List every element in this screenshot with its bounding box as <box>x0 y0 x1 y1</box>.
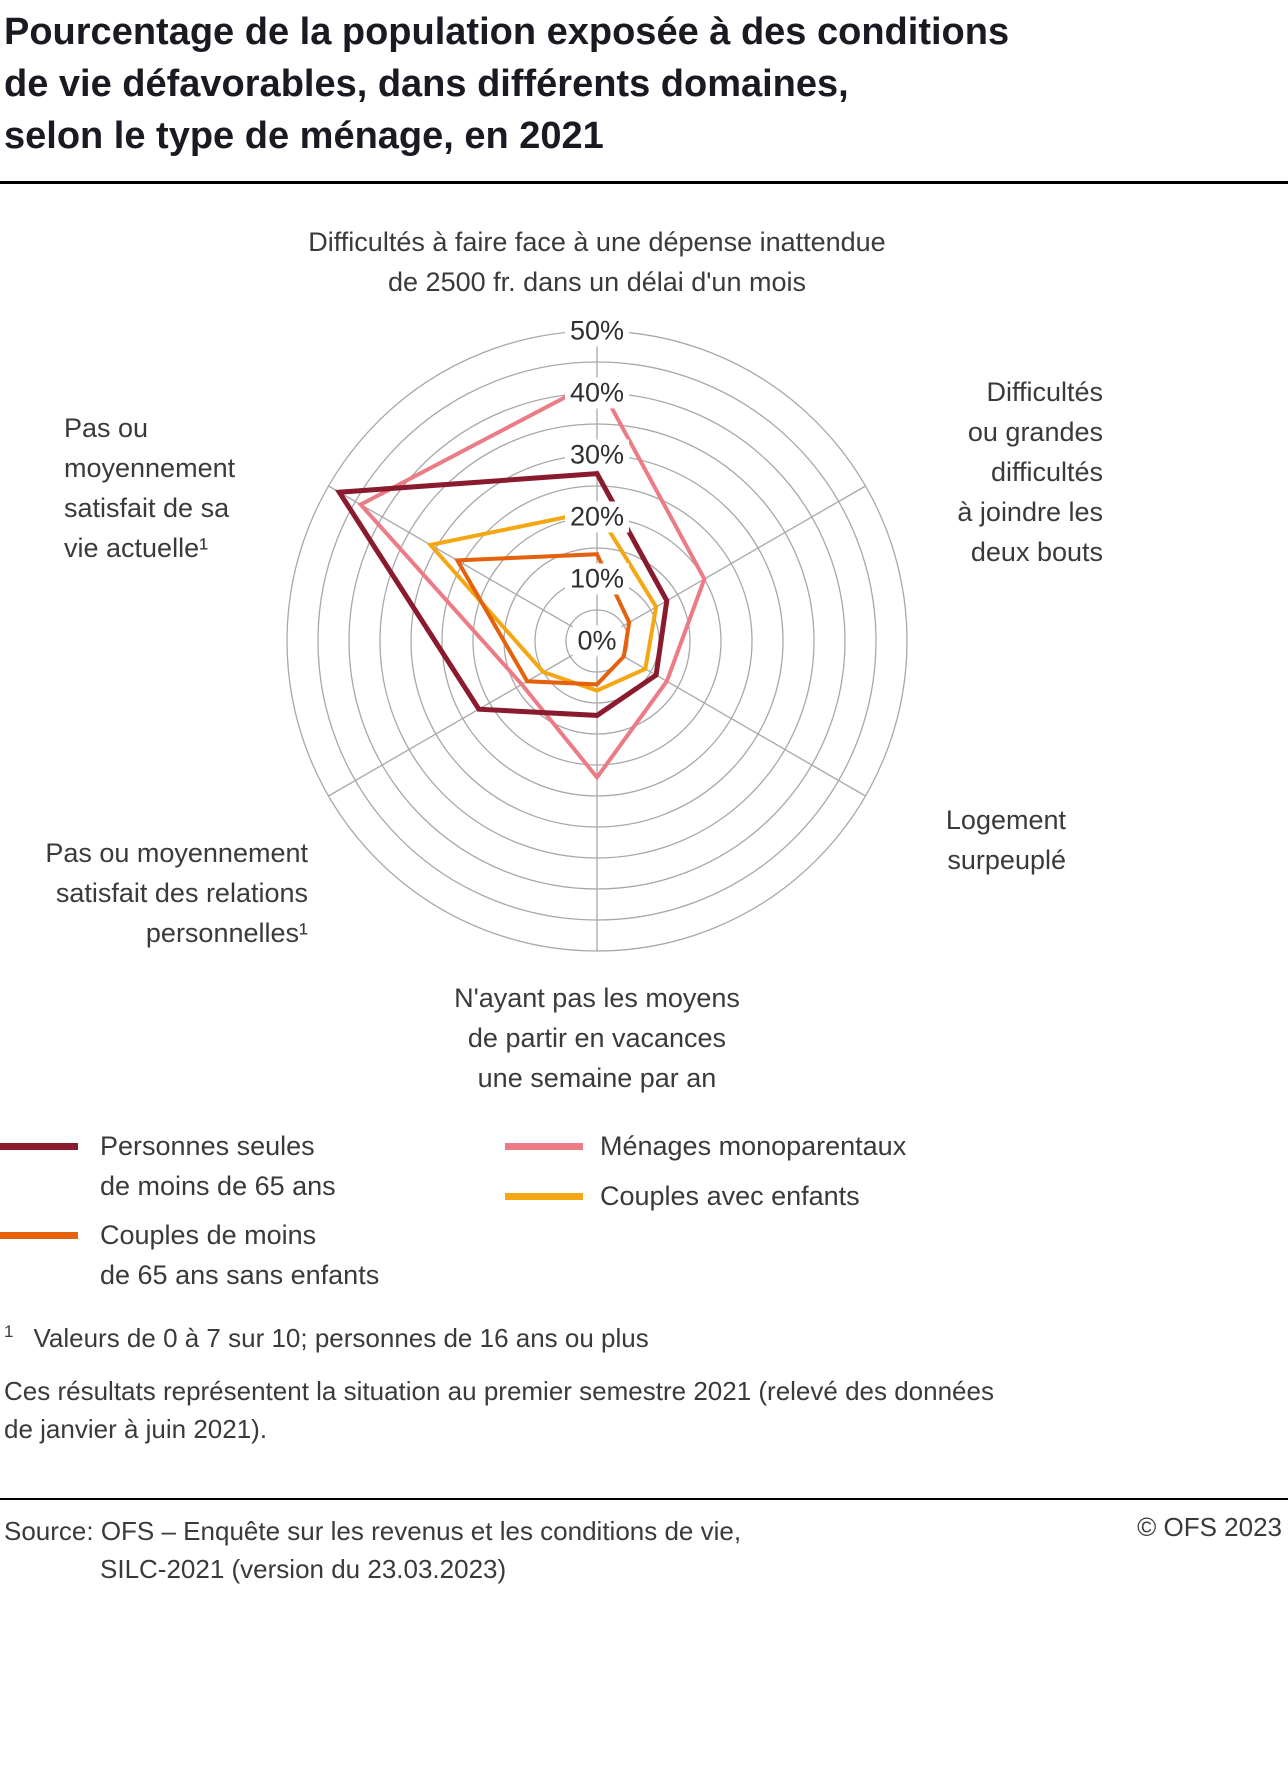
legend-label-personnes-seules: Personnes seules de moins de 65 ans <box>100 1131 336 1201</box>
title-divider <box>0 181 1288 184</box>
axis-spoke-relations-personnelles <box>328 640 598 797</box>
footer-source: Source: OFS – Enquête sur les revenus et… <box>4 1512 741 1588</box>
radial-tick-label: 20% <box>564 501 630 533</box>
footer-copyright: © OFS 2023 <box>1137 1512 1282 1542</box>
axis-spoke-joindre-les-deux-bouts <box>596 485 866 642</box>
series-polygon-3 <box>426 508 659 693</box>
legend-label-couples-avec-enfants: Couples avec enfants <box>600 1181 860 1211</box>
legend-swatch-couples-avec-enfants <box>505 1193 583 1200</box>
footnote: 1 Valeurs de 0 à 7 sur 10; personnes de 1… <box>4 1322 649 1354</box>
footer-source-line1: Source: OFS – Enquête sur les revenus et… <box>4 1516 742 1546</box>
remark-text: Ces résultats représentent la situation … <box>4 1376 994 1444</box>
radial-tick-label: 40% <box>564 377 630 409</box>
series-polygon-1 <box>357 377 707 781</box>
radial-tick-label: 30% <box>564 439 630 471</box>
page-title: Pourcentage de la population exposée à d… <box>4 11 1010 157</box>
radial-tick-label: 10% <box>564 563 630 595</box>
legend-label-menages-monoparentaux: Ménages monoparentaux <box>600 1131 907 1161</box>
axis-spoke-logement-surpeuple <box>596 640 866 797</box>
series-polygon-0 <box>334 470 670 718</box>
footer-divider <box>0 1498 1288 1500</box>
axis-spoke-vie-actuelle <box>328 485 598 642</box>
axis-label-vacances: N'ayant pas les moyens de partir en vaca… <box>454 983 740 1093</box>
legend-swatch-personnes-seules <box>0 1143 78 1150</box>
radial-tick-label: 0% <box>572 625 622 657</box>
footnote-marker: 1 <box>4 1322 14 1341</box>
axis-label-relations-personnelles: Pas ou moyennement satisfait des relatio… <box>45 838 308 948</box>
axis-label-joindre-les-deux-bouts: Difficultés ou grandes difficultés à joi… <box>957 377 1103 567</box>
legend-swatch-couples-sans-enfants <box>0 1232 78 1239</box>
axis-label-depense-inattendue: Difficultés à faire face à une dépense i… <box>308 227 886 297</box>
axis-label-vie-actuelle: Pas ou moyennement satisfait de sa vie a… <box>64 413 236 563</box>
radial-tick-label: 50% <box>564 315 630 347</box>
footnote-text: Valeurs de 0 à 7 sur 10; personnes de 16… <box>33 1322 649 1353</box>
legend-label-couples-sans-enfants: Couples de moins de 65 ans sans enfants <box>100 1220 380 1290</box>
axis-label-logement-surpeuple: Logement surpeuplé <box>945 805 1066 875</box>
footer-source-line2: SILC-2021 (version du 23.03.2023) <box>100 1554 507 1584</box>
series-polygon-2 <box>454 552 632 687</box>
legend-swatch-menages-monoparentaux <box>505 1143 583 1150</box>
